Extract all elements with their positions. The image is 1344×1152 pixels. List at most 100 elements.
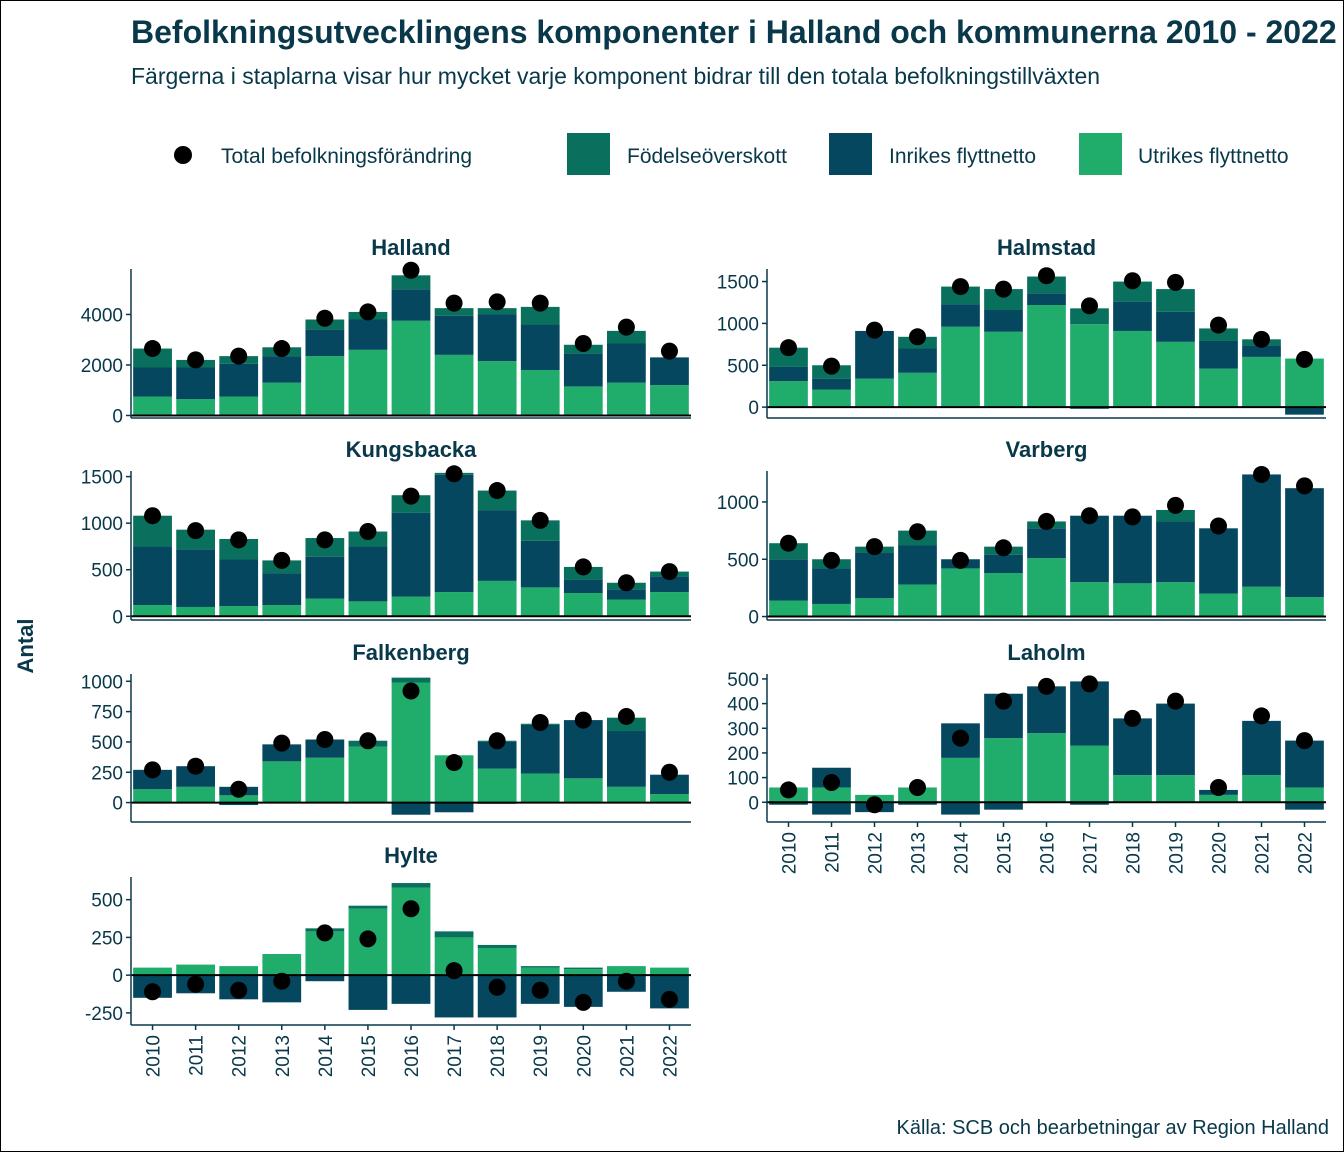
- bar-inrikes: [1285, 488, 1324, 598]
- total-point: [1038, 512, 1055, 530]
- panel-title: Falkenberg: [352, 640, 469, 665]
- bar-utrikes: [176, 964, 215, 976]
- bar-utrikes: [607, 786, 646, 803]
- bar-utrikes: [219, 966, 259, 976]
- bar-inrikes: [176, 549, 215, 607]
- total-point: [1124, 709, 1141, 727]
- bar-utrikes: [650, 967, 689, 976]
- x-tick-label: 2012: [866, 832, 887, 874]
- bar-inrikes: [984, 310, 1023, 332]
- bar-utrikes: [898, 372, 937, 408]
- bar-fodelse: [434, 931, 474, 938]
- bar-utrikes: [176, 786, 215, 803]
- bar-utrikes: [1242, 775, 1281, 803]
- panel-title: Laholm: [1007, 640, 1085, 665]
- y-tick-label: 0: [748, 398, 759, 419]
- total-point: [187, 522, 205, 540]
- x-tick-label: 2013: [273, 1035, 294, 1077]
- bar-utrikes: [1199, 368, 1238, 408]
- x-tick-label: 2015: [359, 1035, 380, 1077]
- bar-inrikes: [563, 579, 603, 593]
- bar-inrikes: [176, 766, 215, 787]
- total-point: [144, 340, 162, 358]
- chart-source: Källa: SCB och bearbetningar av Region H…: [897, 1117, 1330, 1139]
- bar-utrikes: [1027, 733, 1066, 803]
- bar-utrikes: [305, 598, 345, 617]
- y-tick-label: -250: [85, 1004, 123, 1025]
- bar-inrikes: [1113, 718, 1152, 776]
- total-point: [1081, 297, 1098, 315]
- y-tick-label: 500: [91, 891, 123, 912]
- panel-laholm: Laholm 0 100 200 300 400 500 2010 2011 2012 2013 20…: [727, 640, 1326, 874]
- x-tick-label: 2010: [144, 1035, 165, 1077]
- total-point: [1210, 517, 1227, 535]
- panel-halmstad: Halmstad 0 500 1000 1500: [717, 235, 1326, 419]
- bar-inrikes: [1199, 340, 1238, 369]
- total-point: [909, 523, 926, 541]
- bar-fodelse: [1156, 289, 1195, 312]
- total-point: [316, 924, 334, 942]
- x-tick-label: 2021: [1253, 832, 1274, 874]
- x-tick-label: 2011: [187, 1035, 208, 1076]
- x-tick-label: 2022: [1296, 832, 1317, 874]
- y-tick-label: 750: [91, 703, 123, 724]
- x-tick-label: 2018: [1124, 832, 1145, 874]
- total-point: [144, 761, 162, 779]
- bar-utrikes: [563, 386, 603, 416]
- bar-utrikes: [391, 596, 431, 617]
- y-tick-label: 0: [748, 793, 759, 814]
- chart-title: Befolkningsutvecklingens komponenter i H…: [131, 14, 1337, 50]
- bar-inrikes: [219, 802, 259, 806]
- total-point: [1210, 778, 1227, 796]
- y-tick-label: 400: [727, 695, 759, 716]
- y-tick-label: 2000: [81, 356, 123, 377]
- bar-inrikes: [650, 774, 689, 795]
- y-tick-label: 1000: [717, 493, 759, 514]
- bar-inrikes: [1242, 345, 1281, 357]
- total-point: [230, 981, 248, 999]
- y-tick-label: 200: [727, 744, 759, 765]
- bar-utrikes: [607, 382, 646, 416]
- y-tick-label: 250: [91, 763, 123, 784]
- total-point: [660, 763, 678, 781]
- bar-utrikes: [1285, 597, 1324, 617]
- bar-utrikes: [434, 592, 474, 617]
- bar-utrikes: [1242, 356, 1281, 408]
- panel-varberg: Varberg 0 500 1000: [717, 437, 1326, 629]
- total-point: [187, 757, 205, 775]
- total-point: [316, 531, 334, 549]
- y-tick-label: 500: [91, 733, 123, 754]
- bar-inrikes: [855, 552, 894, 599]
- legend-inrikes-swatch: [829, 133, 872, 175]
- bar-utrikes: [650, 385, 689, 416]
- bar-inrikes: [1199, 528, 1238, 594]
- bar-inrikes: [855, 330, 894, 379]
- bar-utrikes: [520, 370, 560, 416]
- bar-utrikes: [348, 349, 388, 416]
- total-point: [617, 318, 635, 336]
- bar-utrikes: [477, 947, 517, 976]
- bar-inrikes: [348, 319, 388, 350]
- total-point: [952, 551, 969, 569]
- total-point: [1253, 707, 1270, 725]
- bar-utrikes: [219, 606, 259, 617]
- bar-utrikes: [1113, 775, 1152, 803]
- x-tick-label: 2016: [1038, 832, 1059, 874]
- bar-utrikes: [1027, 304, 1066, 408]
- x-tick-label: 2018: [488, 1035, 509, 1077]
- bar-utrikes: [812, 787, 851, 803]
- panels: Halland020004000Halmstad050010001500Kung…: [81, 235, 1326, 1077]
- bar-inrikes: [563, 720, 603, 779]
- total-point: [866, 538, 883, 556]
- total-point: [1296, 350, 1313, 368]
- bar-inrikes: [769, 802, 808, 805]
- bar-inrikes: [1285, 407, 1324, 415]
- bar-utrikes: [563, 969, 603, 976]
- bar-utrikes: [941, 326, 980, 408]
- total-point: [1253, 330, 1270, 348]
- bar-utrikes: [176, 399, 215, 416]
- total-point: [273, 551, 291, 569]
- bar-utrikes: [1156, 582, 1195, 617]
- bar-utrikes: [855, 378, 894, 408]
